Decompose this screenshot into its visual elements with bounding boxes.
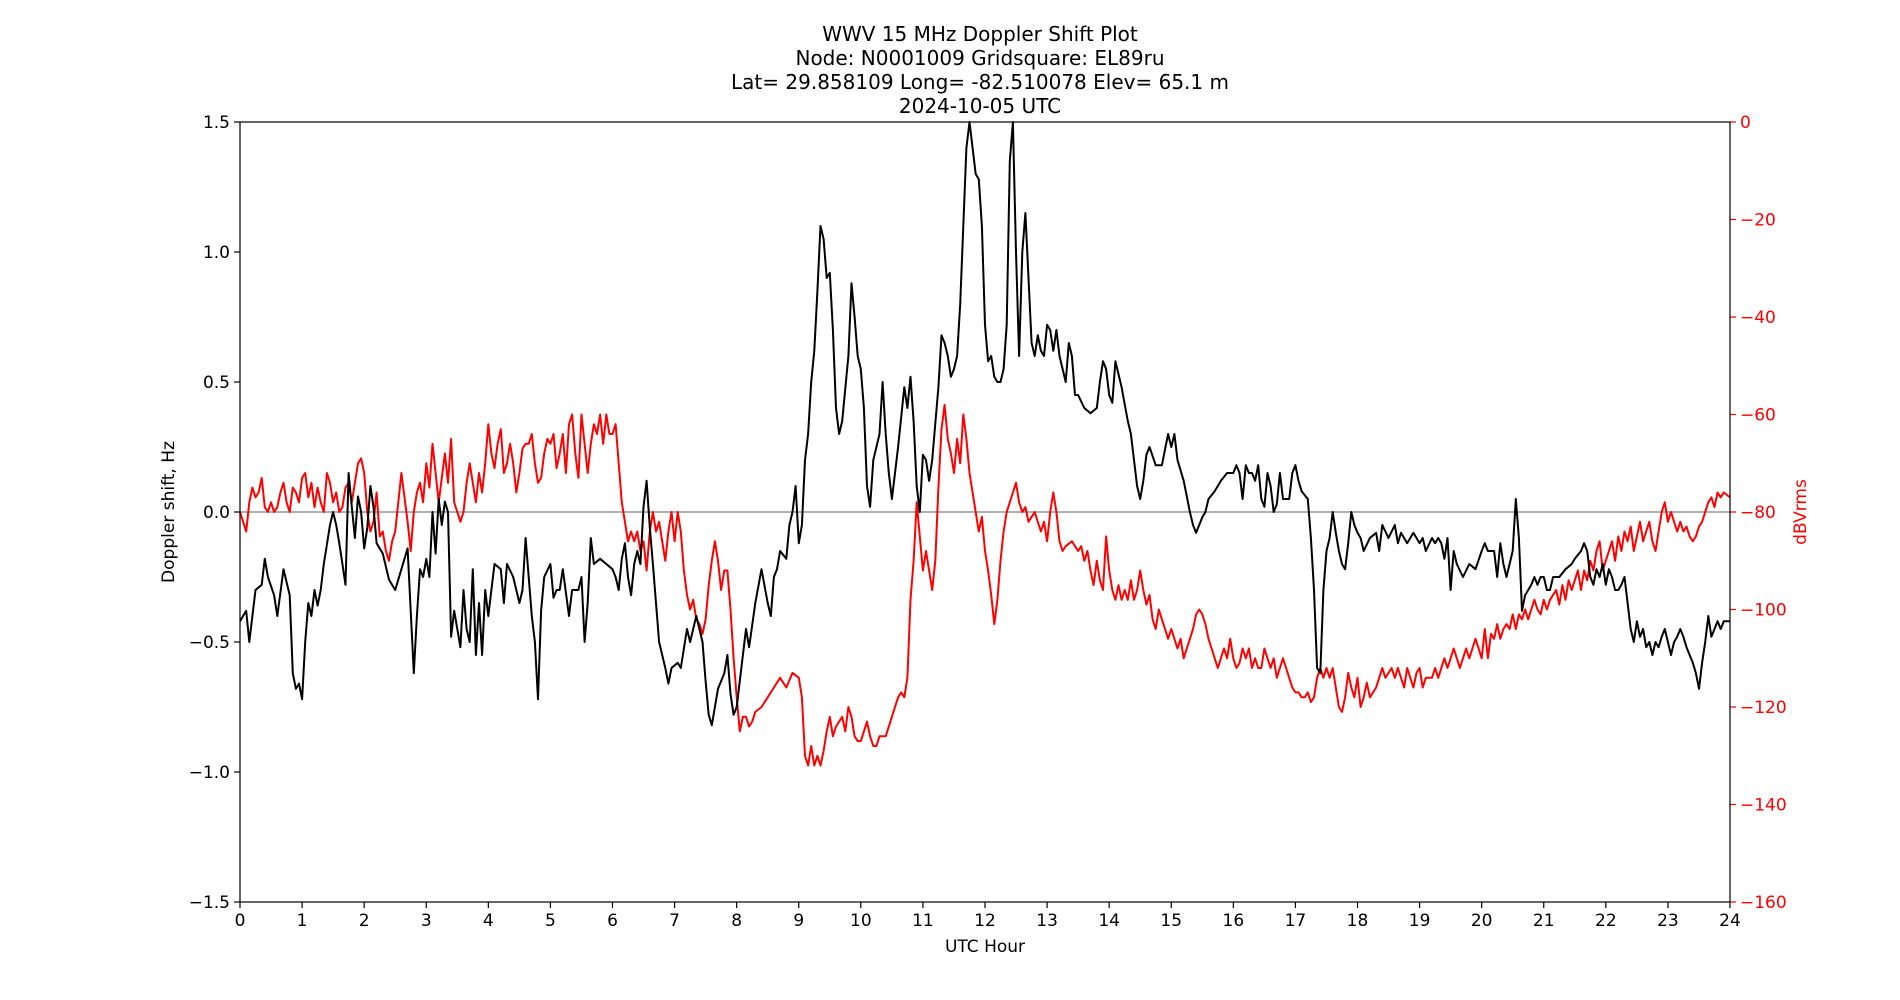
x-tick-label: 20 (1471, 911, 1493, 931)
right-tick-label: −40 (1740, 308, 1776, 328)
title-line-3: Lat= 29.858109 Long= -82.510078 Elev= 65… (731, 70, 1229, 94)
right-axis-ticks: 0 −20 −40 −60 −80 −100 −120 −140 −160 (1730, 113, 1787, 913)
plot-frame (239, 121, 1731, 903)
x-tick-label: 5 (545, 911, 556, 931)
x-tick-label: 23 (1657, 911, 1679, 931)
x-tick-label: 24 (1719, 911, 1741, 931)
x-axis-label: UTC Hour (945, 937, 1025, 957)
x-tick-label: 1 (297, 911, 308, 931)
doppler-series-line (239, 121, 1730, 727)
right-tick-label: −20 (1740, 211, 1776, 231)
left-tick-label: −0.5 (189, 633, 230, 653)
x-tick-label: 21 (1533, 911, 1555, 931)
x-tick-label: 8 (731, 911, 742, 931)
x-tick-label: 10 (850, 911, 872, 931)
chart-title: WWV 15 MHz Doppler Shift Plot Node: N000… (731, 22, 1229, 118)
x-tick-label: 7 (669, 911, 680, 931)
left-tick-label: −1.5 (189, 893, 230, 913)
x-tick-label: 16 (1223, 911, 1245, 931)
x-tick-label: 12 (974, 911, 996, 931)
x-tick-label: 15 (1160, 911, 1182, 931)
x-tick-label: 13 (1036, 911, 1058, 931)
right-tick-label: −60 (1740, 406, 1776, 426)
right-tick-label: −80 (1740, 503, 1776, 523)
series-layer (239, 121, 1731, 767)
left-tick-label: −1.0 (189, 763, 230, 783)
x-tick-label: 14 (1098, 911, 1120, 931)
x-tick-label: 6 (607, 911, 618, 931)
right-tick-label: −120 (1740, 698, 1787, 718)
x-tick-label: 0 (235, 911, 246, 931)
x-tick-label: 17 (1285, 911, 1307, 931)
title-line-1: WWV 15 MHz Doppler Shift Plot (822, 22, 1138, 46)
title-line-4: 2024-10-05 UTC (899, 94, 1061, 118)
right-tick-label: −140 (1740, 796, 1787, 816)
x-tick-label: 2 (359, 911, 370, 931)
x-tick-label: 11 (912, 911, 934, 931)
x-tick-label: 4 (483, 911, 494, 931)
left-axis-label: Doppler shift, Hz (159, 441, 179, 583)
left-tick-label: 0.0 (203, 503, 230, 523)
x-tick-label: 19 (1409, 911, 1431, 931)
dbvrms-series-line (239, 403, 1731, 767)
right-tick-label: 0 (1740, 113, 1751, 133)
x-tick-label: 22 (1595, 911, 1617, 931)
right-tick-label: −160 (1740, 893, 1787, 913)
left-tick-label: 1.5 (203, 113, 230, 133)
x-tick-label: 3 (421, 911, 432, 931)
x-tick-label: 9 (793, 911, 804, 931)
left-tick-label: 1.0 (203, 243, 230, 263)
x-tick-label: 18 (1347, 911, 1369, 931)
x-axis-ticks: 0 1 2 3 4 5 6 7 8 9 10 11 12 13 14 15 16 17 18 19 20 21 22 23 24 (235, 902, 1741, 931)
title-line-2: Node: N0001009 Gridsquare: EL89ru (795, 46, 1164, 70)
right-tick-label: −100 (1740, 601, 1787, 621)
left-tick-label: 0.5 (203, 373, 230, 393)
left-axis-ticks: 1.5 1.0 0.5 0.0 −0.5 −1.0 −1.5 (189, 113, 240, 913)
right-axis-label: dBVrms (1791, 479, 1811, 545)
